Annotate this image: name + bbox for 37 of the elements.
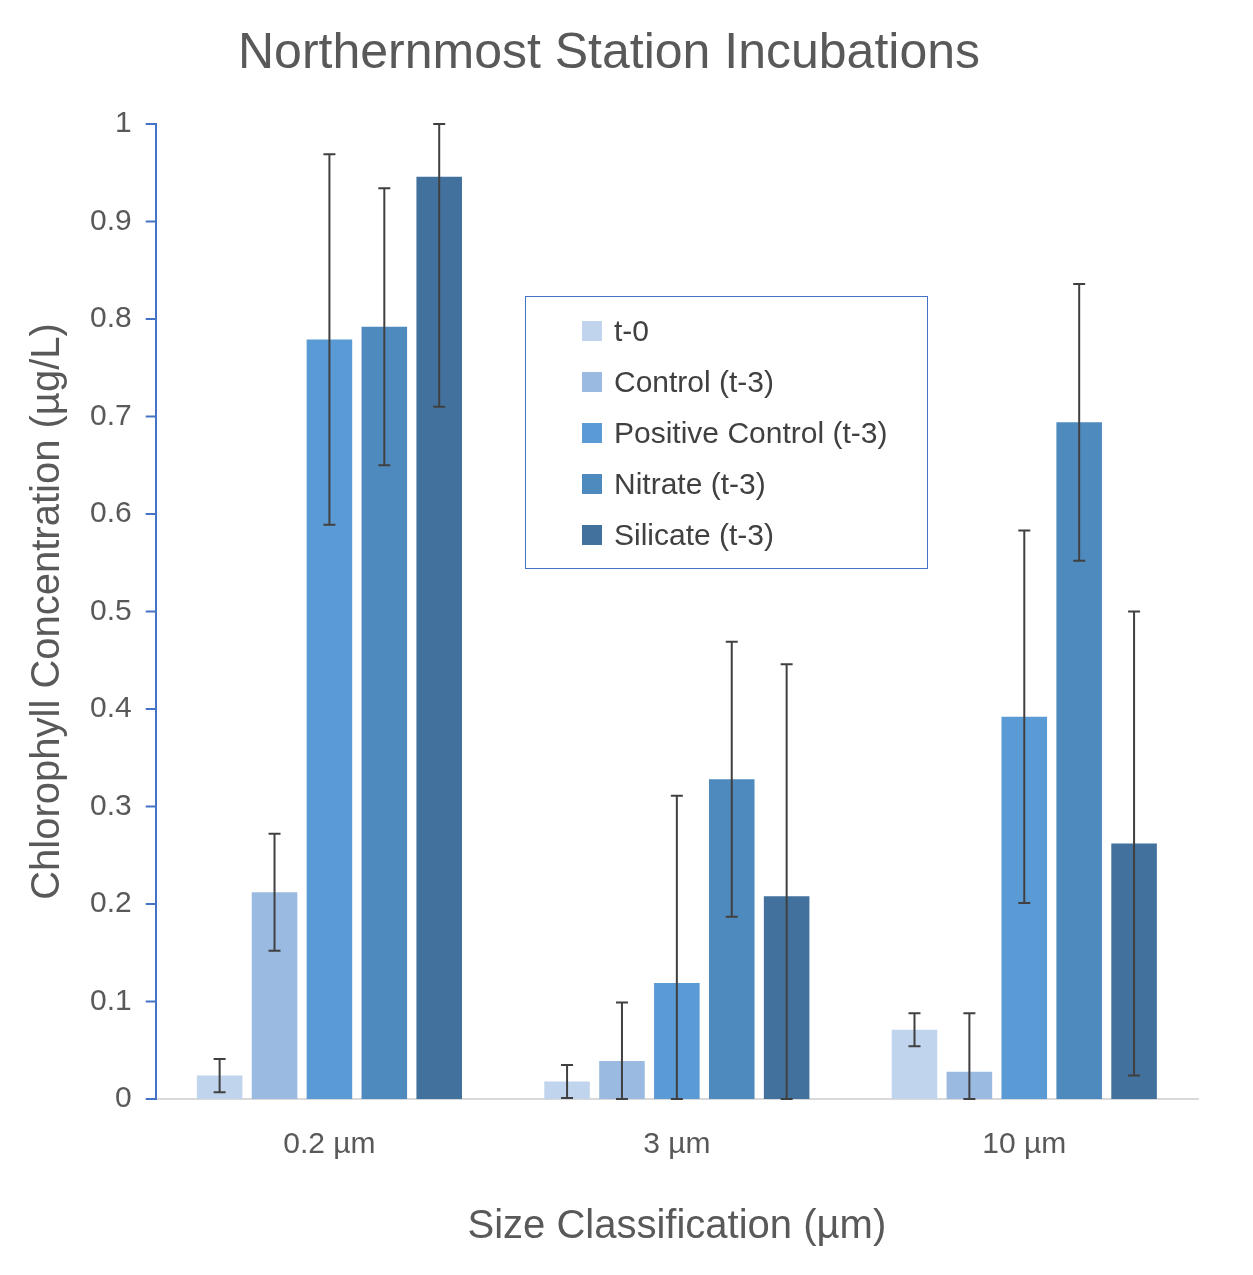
bar bbox=[891, 1029, 938, 1099]
y-tick-label: 1 bbox=[115, 105, 132, 139]
x-tick-label: 10 µm bbox=[982, 1126, 1067, 1160]
y-tick-label: 0.9 bbox=[89, 202, 132, 236]
bar bbox=[599, 1060, 645, 1099]
y-tick-label: 0.2 bbox=[89, 885, 132, 919]
y-tick-label: 0.3 bbox=[89, 787, 132, 821]
y-tick-label: 0.6 bbox=[89, 495, 132, 529]
legend-label: Positive Control (t-3) bbox=[614, 415, 888, 450]
bar bbox=[361, 326, 408, 1099]
bar bbox=[416, 176, 462, 1099]
legend-label: t-0 bbox=[614, 313, 650, 348]
bar bbox=[763, 896, 810, 1099]
y-tick-label: 0.4 bbox=[89, 690, 132, 724]
y-tick-label: 0.5 bbox=[89, 592, 132, 626]
y-axis-title: Chlorophyll Concentration (µg/L) bbox=[23, 323, 68, 900]
x-axis-title: Size Classification (µm) bbox=[467, 1202, 887, 1247]
bar bbox=[306, 339, 353, 1099]
x-tick-label: 0.2 µm bbox=[283, 1126, 376, 1160]
legend-label: Silicate (t-3) bbox=[614, 517, 775, 552]
chart-title: Northernmost Station Incubations bbox=[237, 22, 981, 79]
bar bbox=[1001, 716, 1048, 1099]
bar bbox=[654, 982, 700, 1099]
x-tick-label: 3 µm bbox=[643, 1126, 711, 1160]
y-tick-label: 0.8 bbox=[89, 300, 132, 334]
bar bbox=[1056, 422, 1102, 1099]
bar bbox=[196, 1075, 243, 1099]
y-tick-label: 0 bbox=[115, 1080, 132, 1114]
bar bbox=[708, 779, 755, 1099]
bar bbox=[251, 892, 298, 1099]
y-tick-label: 0.7 bbox=[89, 397, 132, 431]
y-tick-label: 0.1 bbox=[89, 982, 132, 1016]
bar bbox=[544, 1081, 590, 1099]
legend-label: Control (t-3) bbox=[614, 364, 775, 399]
bar bbox=[1111, 843, 1157, 1099]
legend-label: Nitrate (t-3) bbox=[614, 466, 766, 501]
bar bbox=[946, 1071, 993, 1099]
